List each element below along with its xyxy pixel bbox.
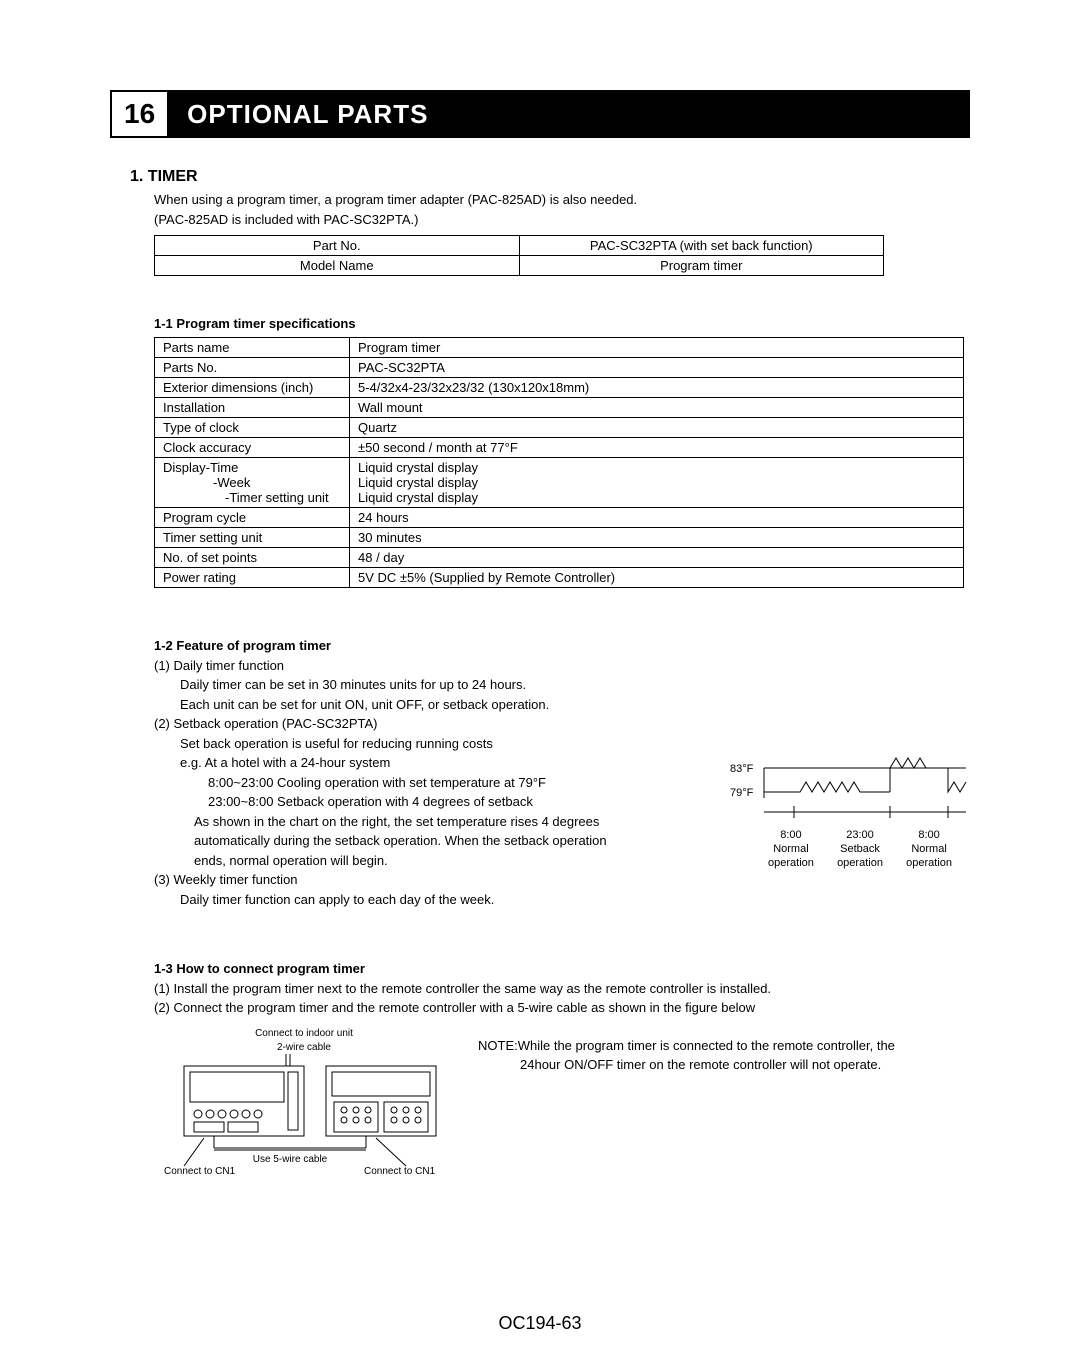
spec-cell: Exterior dimensions (inch) [155, 378, 350, 398]
timer-heading: 1. TIMER [130, 168, 970, 186]
section-title: OPTIONAL PARTS [169, 90, 970, 138]
feature-line: Daily timer function can apply to each d… [154, 890, 710, 910]
connect-heading: 1-3 How to connect program timer [154, 959, 970, 979]
feature-line: automatically during the setback operati… [154, 831, 710, 851]
feature-block: 1-2 Feature of program timer (1) Daily t… [154, 636, 970, 909]
setback-chart: 83°F 79°F 8:00 Normal [730, 656, 970, 910]
feature-line: 8:00~23:00 Cooling operation with set te… [154, 773, 710, 793]
note-line: 24hour ON/OFF timer on the remote contro… [478, 1055, 895, 1075]
page-number: OC194-63 [0, 1313, 1080, 1334]
spec-value: Liquid crystal display [358, 460, 955, 475]
spec-cell: Program cycle [155, 508, 350, 528]
spec-value: Liquid crystal display [358, 490, 955, 505]
feature-line: ends, normal operation will begin. [154, 851, 710, 871]
spec-label: -Week [163, 475, 341, 490]
part-table-cell: Program timer [519, 256, 884, 276]
spec-label: Display-Time [163, 460, 341, 475]
chart-label: 23:00 Setback operation [837, 828, 883, 871]
timer-desc-line: When using a program timer, a program ti… [154, 190, 970, 210]
feature-heading: 1-2 Feature of program timer [154, 636, 970, 656]
feature-line: (3) Weekly timer function [154, 870, 710, 890]
feature-line: Each unit can be set for unit ON, unit O… [154, 695, 710, 715]
spec-label: -Timer setting unit [163, 490, 341, 505]
setback-chart-svg: 83°F 79°F [730, 756, 970, 826]
spec-cell: 5-4/32x4-23/32x23/32 (130x120x18mm) [350, 378, 964, 398]
note-line: NOTE:While the program timer is connecte… [478, 1036, 895, 1056]
connect-block: 1-3 How to connect program timer (1) Ins… [154, 959, 970, 1176]
feature-text: (1) Daily timer function Daily timer can… [154, 656, 710, 910]
spec-cell: 24 hours [350, 508, 964, 528]
timer-desc-line: (PAC-825AD is included with PAC-SC32PTA.… [154, 210, 970, 230]
spec-cell: Installation [155, 398, 350, 418]
spec-cell: Type of clock [155, 418, 350, 438]
spec-cell: Liquid crystal display Liquid crystal di… [350, 458, 964, 508]
spec-cell: Parts name [155, 338, 350, 358]
spec-table: Parts nameProgram timer Parts No.PAC-SC3… [154, 337, 964, 588]
spec-heading: 1-1 Program timer specifications [154, 316, 970, 331]
diagram-label: Connect to indoor unit [255, 1028, 353, 1039]
spec-cell: No. of set points [155, 548, 350, 568]
feature-line: Daily timer can be set in 30 minutes uni… [154, 675, 710, 695]
timer-desc: When using a program timer, a program ti… [154, 190, 970, 229]
chart-label: 8:00 Normal operation [768, 828, 814, 871]
spec-cell: ±50 second / month at 77°F [350, 438, 964, 458]
spec-cell: Power rating [155, 568, 350, 588]
spec-cell: 48 / day [350, 548, 964, 568]
diagram-label: Use 5-wire cable [253, 1154, 328, 1165]
feature-line: (2) Setback operation (PAC-SC32PTA) [154, 714, 710, 734]
section-header: 16 OPTIONAL PARTS [110, 90, 970, 138]
feature-line: e.g. At a hotel with a 24-hour system [154, 753, 710, 773]
spec-cell: 5V DC ±5% (Supplied by Remote Controller… [350, 568, 964, 588]
spec-cell: Display-Time -Week -Timer setting unit [155, 458, 350, 508]
spec-cell: 30 minutes [350, 528, 964, 548]
part-table-cell: Part No. [155, 236, 520, 256]
spec-cell: Wall mount [350, 398, 964, 418]
feature-line: 23:00~8:00 Setback operation with 4 degr… [154, 792, 710, 812]
chart-y-label: 83°F [730, 763, 754, 775]
diagram-label: Connect to CN1 [364, 1166, 436, 1176]
feature-line: Set back operation is useful for reducin… [154, 734, 710, 754]
spec-cell: Clock accuracy [155, 438, 350, 458]
spec-cell: Timer setting unit [155, 528, 350, 548]
part-table-cell: PAC-SC32PTA (with set back function) [519, 236, 884, 256]
spec-cell: Parts No. [155, 358, 350, 378]
feature-line: As shown in the chart on the right, the … [154, 812, 710, 832]
connect-line: (2) Connect the program timer and the re… [154, 998, 970, 1018]
part-table-cell: Model Name [155, 256, 520, 276]
connect-note: NOTE:While the program timer is connecte… [478, 1026, 895, 1176]
chart-y-label: 79°F [730, 787, 754, 799]
wiring-diagram: Connect to indoor unit 2-wire cable [154, 1026, 454, 1176]
connect-line: (1) Install the program timer next to th… [154, 979, 970, 999]
spec-cell: Program timer [350, 338, 964, 358]
part-table: Part No. PAC-SC32PTA (with set back func… [154, 235, 884, 276]
spec-cell: PAC-SC32PTA [350, 358, 964, 378]
spec-cell: Quartz [350, 418, 964, 438]
spec-value: Liquid crystal display [358, 475, 955, 490]
diagram-label: 2-wire cable [277, 1042, 331, 1053]
diagram-label: Connect to CN1 [164, 1166, 236, 1176]
chart-label: 8:00 Normal operation [906, 828, 952, 871]
chart-x-labels: 8:00 Normal operation 23:00 Setback oper… [730, 828, 970, 871]
feature-line: (1) Daily timer function [154, 656, 710, 676]
section-number: 16 [110, 90, 169, 138]
